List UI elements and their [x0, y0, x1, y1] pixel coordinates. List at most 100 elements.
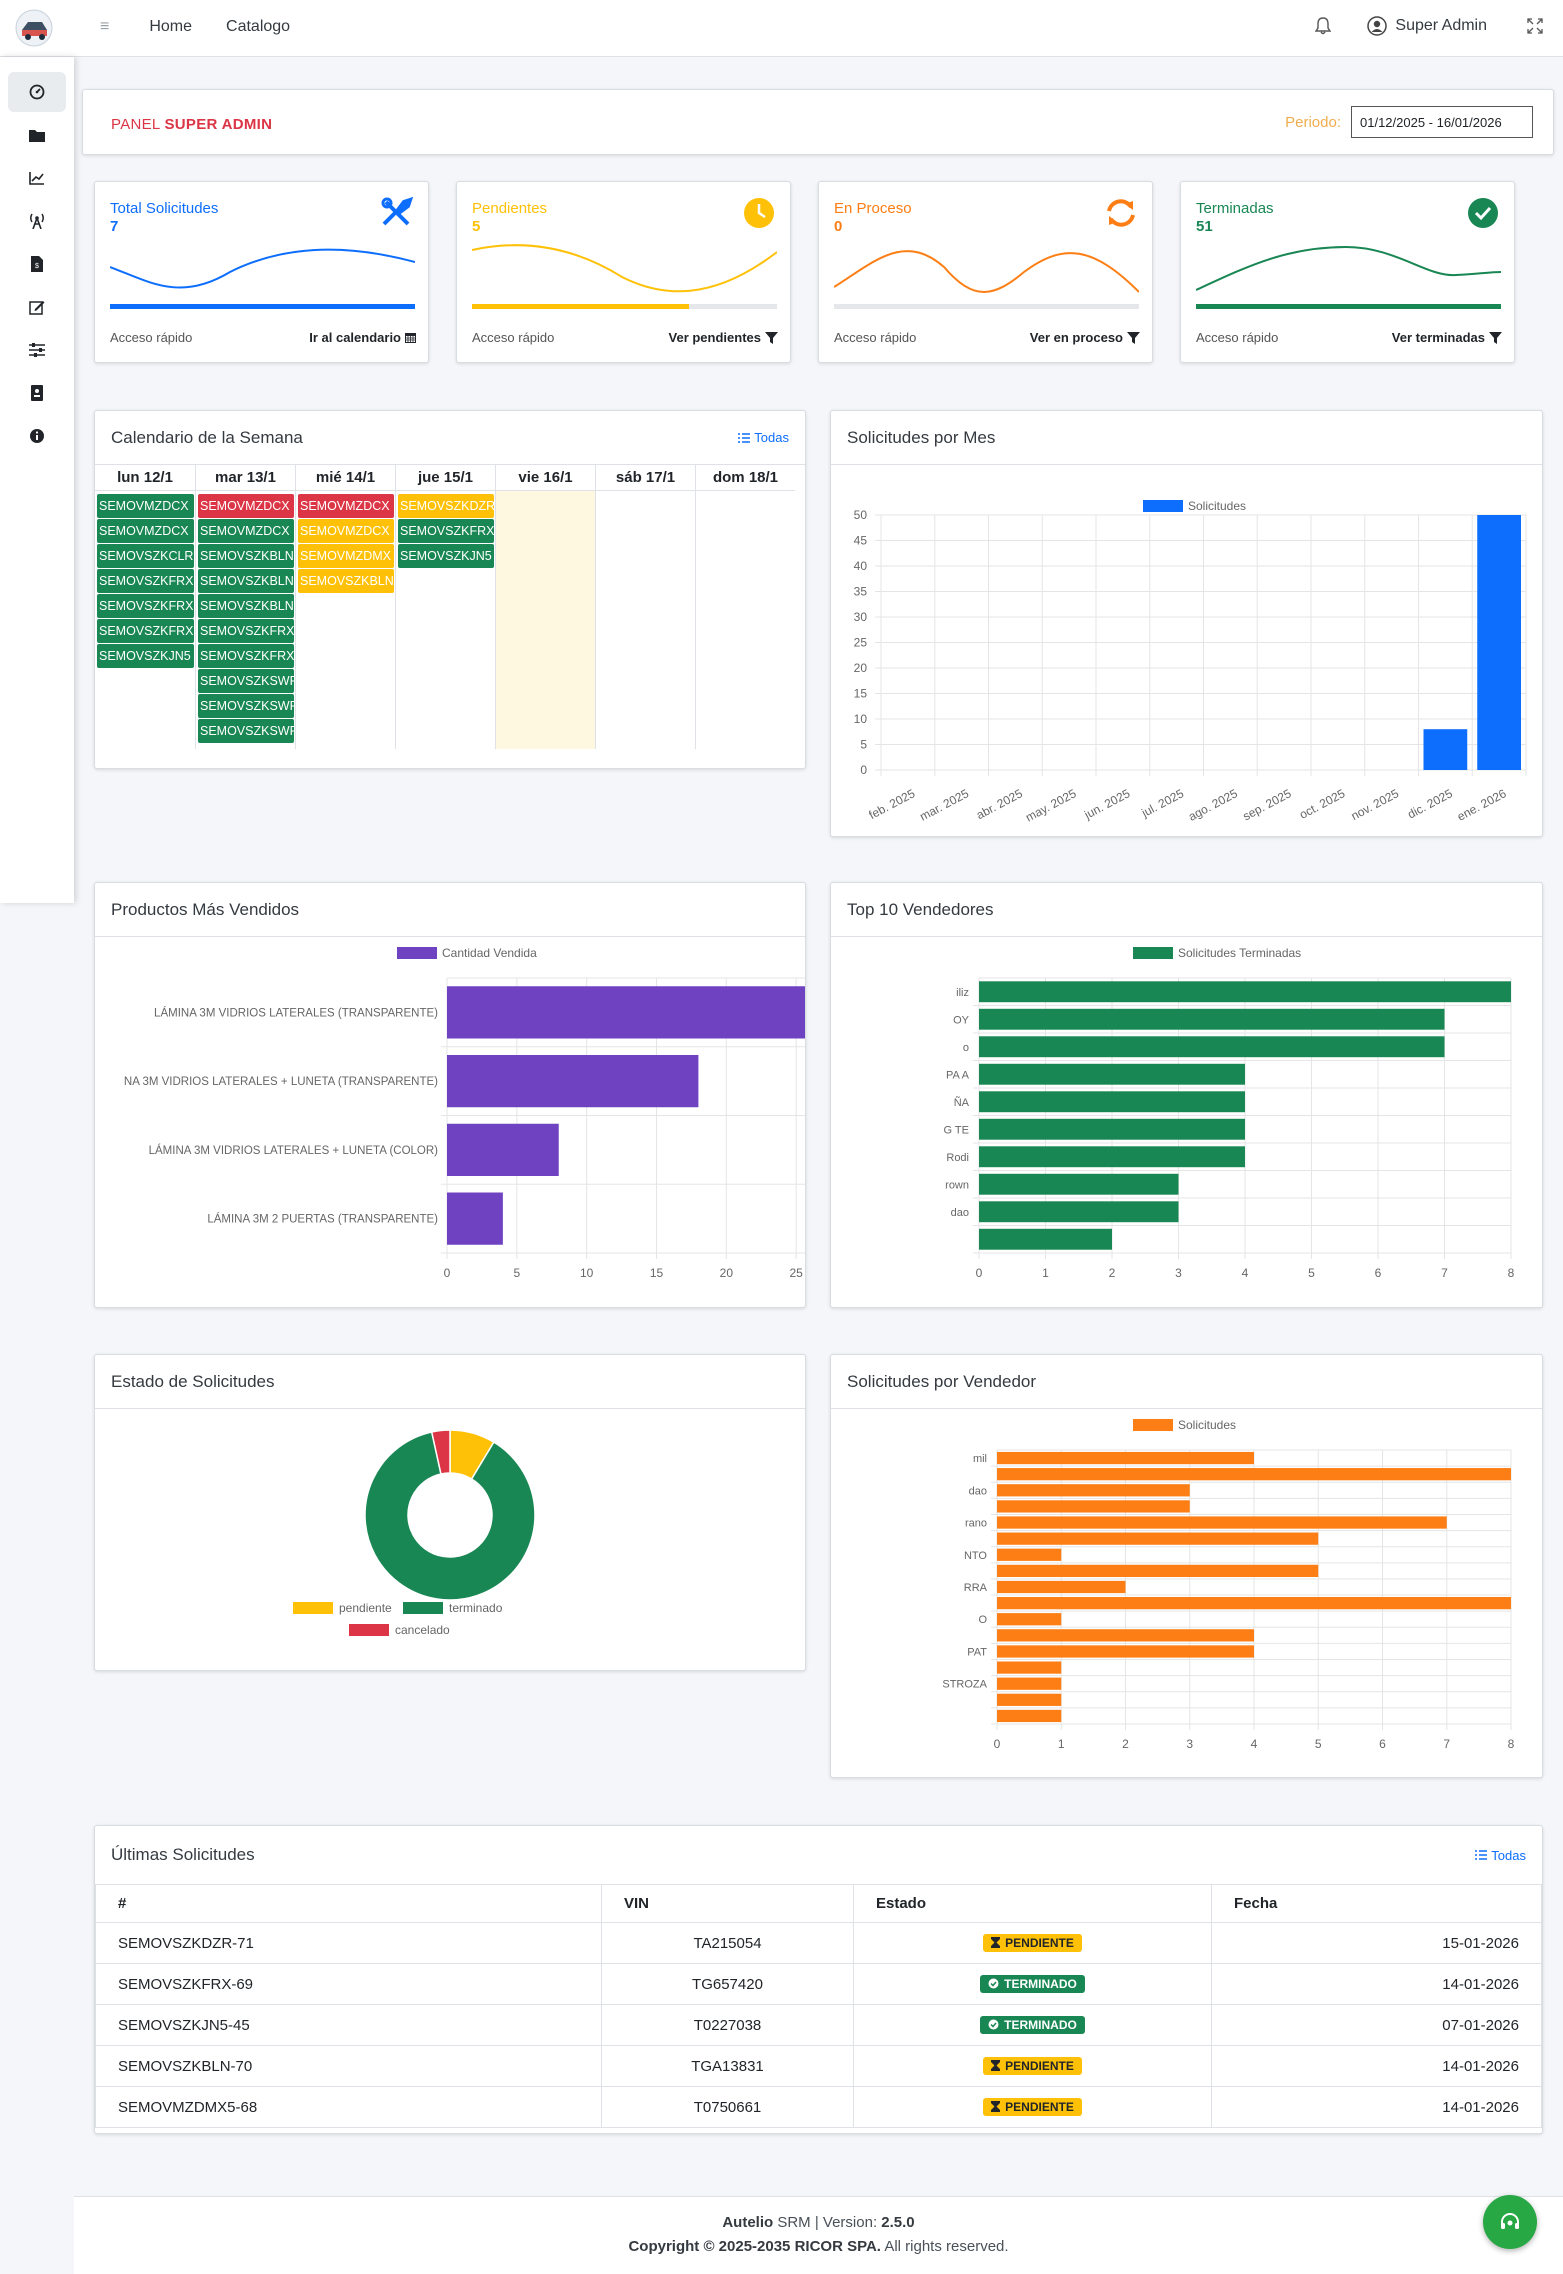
- chart-card-por-vendedor: Solicitudes por Vendedor Solicitudes 0 1 2 3…: [830, 1354, 1543, 1778]
- stat-card: En Proceso 0 Acceso rápido Ver en proces…: [818, 181, 1153, 363]
- support-chat-button[interactable]: [1483, 2195, 1537, 2249]
- bar: [997, 1709, 1062, 1723]
- bar: [997, 1596, 1511, 1610]
- x-tick-label: ago. 2025: [1186, 786, 1240, 824]
- calendar-event-chip[interactable]: SEMOVSZKFRX: [97, 619, 194, 643]
- calendar-event-chip[interactable]: SEMOVSZKBLN: [298, 569, 394, 593]
- y-tick-label: rown: [945, 1179, 969, 1191]
- calendar-event-chip[interactable]: SEMOVMZDCX: [97, 494, 194, 518]
- request-id[interactable]: SEMOVSZKBLN-70: [95, 2045, 602, 2087]
- calendar-event-chip[interactable]: SEMOVSZKFRX: [198, 644, 294, 668]
- sidebar-item-broadcast[interactable]: [8, 201, 66, 241]
- table-row[interactable]: SEMOVMZDMX5-68 T0750661 PENDIENTE 14-01-…: [95, 2086, 1542, 2128]
- sidebar-item-info[interactable]: [8, 416, 66, 456]
- stat-footer-action-label: Ver pendientes: [668, 330, 761, 345]
- calendar-event-chip[interactable]: SEMOVSZKFRX: [198, 619, 294, 643]
- calendar-event-chip[interactable]: SEMOVSZKFRX: [97, 594, 194, 618]
- table-row[interactable]: SEMOVSZKDZR-71 TA215054 PENDIENTE 15-01-…: [95, 1922, 1542, 1964]
- filter-icon: [1489, 331, 1502, 344]
- calendar-event-chip[interactable]: SEMOVMZDCX: [97, 519, 194, 543]
- calendar-event-chip[interactable]: SEMOVSZKFRX: [398, 519, 494, 543]
- calendar-event-chip[interactable]: SEMOVSZKBLN: [198, 594, 294, 618]
- x-tick-label: 2: [1109, 1266, 1116, 1280]
- table-row[interactable]: SEMOVSZKBLN-70 TGA13831 PENDIENTE 14-01-…: [95, 2045, 1542, 2087]
- calendar-event-chip[interactable]: SEMOVMZDCX: [198, 519, 294, 543]
- calendar-event-chip[interactable]: SEMOVMZDCX: [198, 494, 294, 518]
- chart-title: Estado de Solicitudes: [111, 1371, 275, 1391]
- sidebar-item-id-card[interactable]: [8, 373, 66, 413]
- calendar-event-chip[interactable]: SEMOVSZKJN5: [97, 644, 194, 668]
- request-id[interactable]: SEMOVSZKDZR-71: [95, 1922, 602, 1964]
- sidebar-item-settings[interactable]: [8, 330, 66, 370]
- stat-title: Pendientes: [472, 200, 548, 217]
- sidebar-item-folders[interactable]: [8, 115, 66, 155]
- request-date: 14-01-2026: [1211, 1963, 1542, 2005]
- calendar-event-chip[interactable]: SEMOVSZKSWF: [198, 669, 294, 693]
- y-tick-label: 0: [860, 763, 867, 777]
- bar: [979, 1228, 1112, 1250]
- hourglass-icon: [991, 1937, 1001, 1949]
- x-tick-label: 6: [1379, 1737, 1386, 1751]
- productos-chart: Cantidad Vendida051015202530LÁMINA 3M VI…: [124, 946, 805, 1280]
- table-header-cell[interactable]: Estado: [853, 1885, 1212, 1923]
- calendar-event-chip[interactable]: SEMOVSZKSWF: [198, 719, 294, 743]
- table-header-cell[interactable]: Fecha: [1211, 1885, 1542, 1923]
- table-row[interactable]: SEMOVSZKFRX-69 TG657420 TERMINADO 14-01-…: [95, 1963, 1542, 2005]
- stat-value: 0: [834, 218, 843, 235]
- stat-sparkline: [472, 244, 777, 293]
- user-menu[interactable]: Super Admin: [1367, 16, 1487, 36]
- menu-toggle-icon[interactable]: ≡: [100, 18, 110, 35]
- nav-home-link[interactable]: Home: [149, 18, 193, 35]
- hourglass-icon: [991, 2101, 1001, 2113]
- bar: [997, 1564, 1319, 1578]
- brand-logo-icon[interactable]: [14, 8, 54, 48]
- x-tick-label: oct. 2025: [1297, 786, 1347, 822]
- calendar-event-chip[interactable]: SEMOVSZKFRX: [97, 569, 194, 593]
- calendar-event-chip[interactable]: SEMOVSZKBLN: [198, 544, 294, 568]
- calendar-event-chip[interactable]: SEMOVMZDMX: [298, 544, 394, 568]
- calendar-event-chip[interactable]: SEMOVSZKDZR: [398, 494, 494, 518]
- calendar-event-chip[interactable]: SEMOVSZKBLN: [198, 569, 294, 593]
- stat-footer-action[interactable]: Ver pendientes: [669, 330, 778, 345]
- footer-copyright: Copyright © 2025-2035: [628, 2238, 791, 2255]
- nav-catalog-link[interactable]: Catalogo: [226, 18, 291, 35]
- y-tick-label: G TE: [944, 1124, 969, 1136]
- bar: [447, 1192, 503, 1245]
- stat-footer-action[interactable]: Ir al calendario: [309, 330, 416, 345]
- stat-footer-label: Acceso rápido: [110, 330, 193, 345]
- periodo-input[interactable]: 01/12/2025 - 16/01/2026: [1351, 106, 1533, 138]
- info-icon: [30, 429, 44, 443]
- stat-footer-action[interactable]: Ver en proceso: [1030, 330, 1140, 345]
- bell-icon[interactable]: [1315, 17, 1332, 35]
- fullscreen-icon[interactable]: [1527, 18, 1543, 34]
- x-tick-label: 7: [1443, 1737, 1450, 1751]
- table-header-cell[interactable]: #: [95, 1885, 602, 1923]
- request-id[interactable]: SEMOVMZDMX5-68: [95, 2086, 602, 2128]
- recent-todas-link[interactable]: Todas: [1475, 1848, 1526, 1863]
- calendar-event-chip[interactable]: SEMOVMZDCX: [298, 519, 394, 543]
- hourglass-icon: [991, 2060, 1001, 2072]
- bar: [997, 1451, 1254, 1465]
- calendar-event-chip[interactable]: SEMOVSZKSWF: [198, 694, 294, 718]
- sidebar-item-invoices[interactable]: $: [8, 244, 66, 284]
- chart-header: Solicitudes por Vendedor: [831, 1355, 1542, 1409]
- page-title-bold: SUPER ADMIN: [164, 116, 273, 133]
- y-tick-label: 25: [854, 636, 868, 650]
- table-header-cell[interactable]: VIN: [601, 1885, 854, 1923]
- y-tick-label: NTO: [964, 1550, 987, 1562]
- sidebar-item-reports[interactable]: [8, 158, 66, 198]
- bar: [997, 1500, 1190, 1513]
- calendar-todas-link[interactable]: Todas: [738, 430, 789, 445]
- calendar-event-chip[interactable]: SEMOVSZKJN5: [398, 544, 494, 568]
- calendar-event-chip[interactable]: SEMOVSZKCLR: [97, 544, 194, 568]
- stat-footer-action[interactable]: Ver terminadas: [1392, 330, 1502, 345]
- request-id[interactable]: SEMOVSZKJN5-45: [95, 2004, 602, 2046]
- legend-swatch: [349, 1624, 389, 1636]
- calendar-event-chip[interactable]: SEMOVMZDCX: [298, 494, 394, 518]
- recent-todas-label: Todas: [1491, 1847, 1526, 1863]
- table-row[interactable]: SEMOVSZKJN5-45 T0227038 TERMINADO 07-01-…: [95, 2004, 1542, 2046]
- x-tick-label: 25: [789, 1266, 803, 1280]
- request-id[interactable]: SEMOVSZKFRX-69: [95, 1963, 602, 2005]
- sidebar-item-edit[interactable]: [8, 287, 66, 327]
- sidebar-item-dashboard[interactable]: [8, 72, 66, 112]
